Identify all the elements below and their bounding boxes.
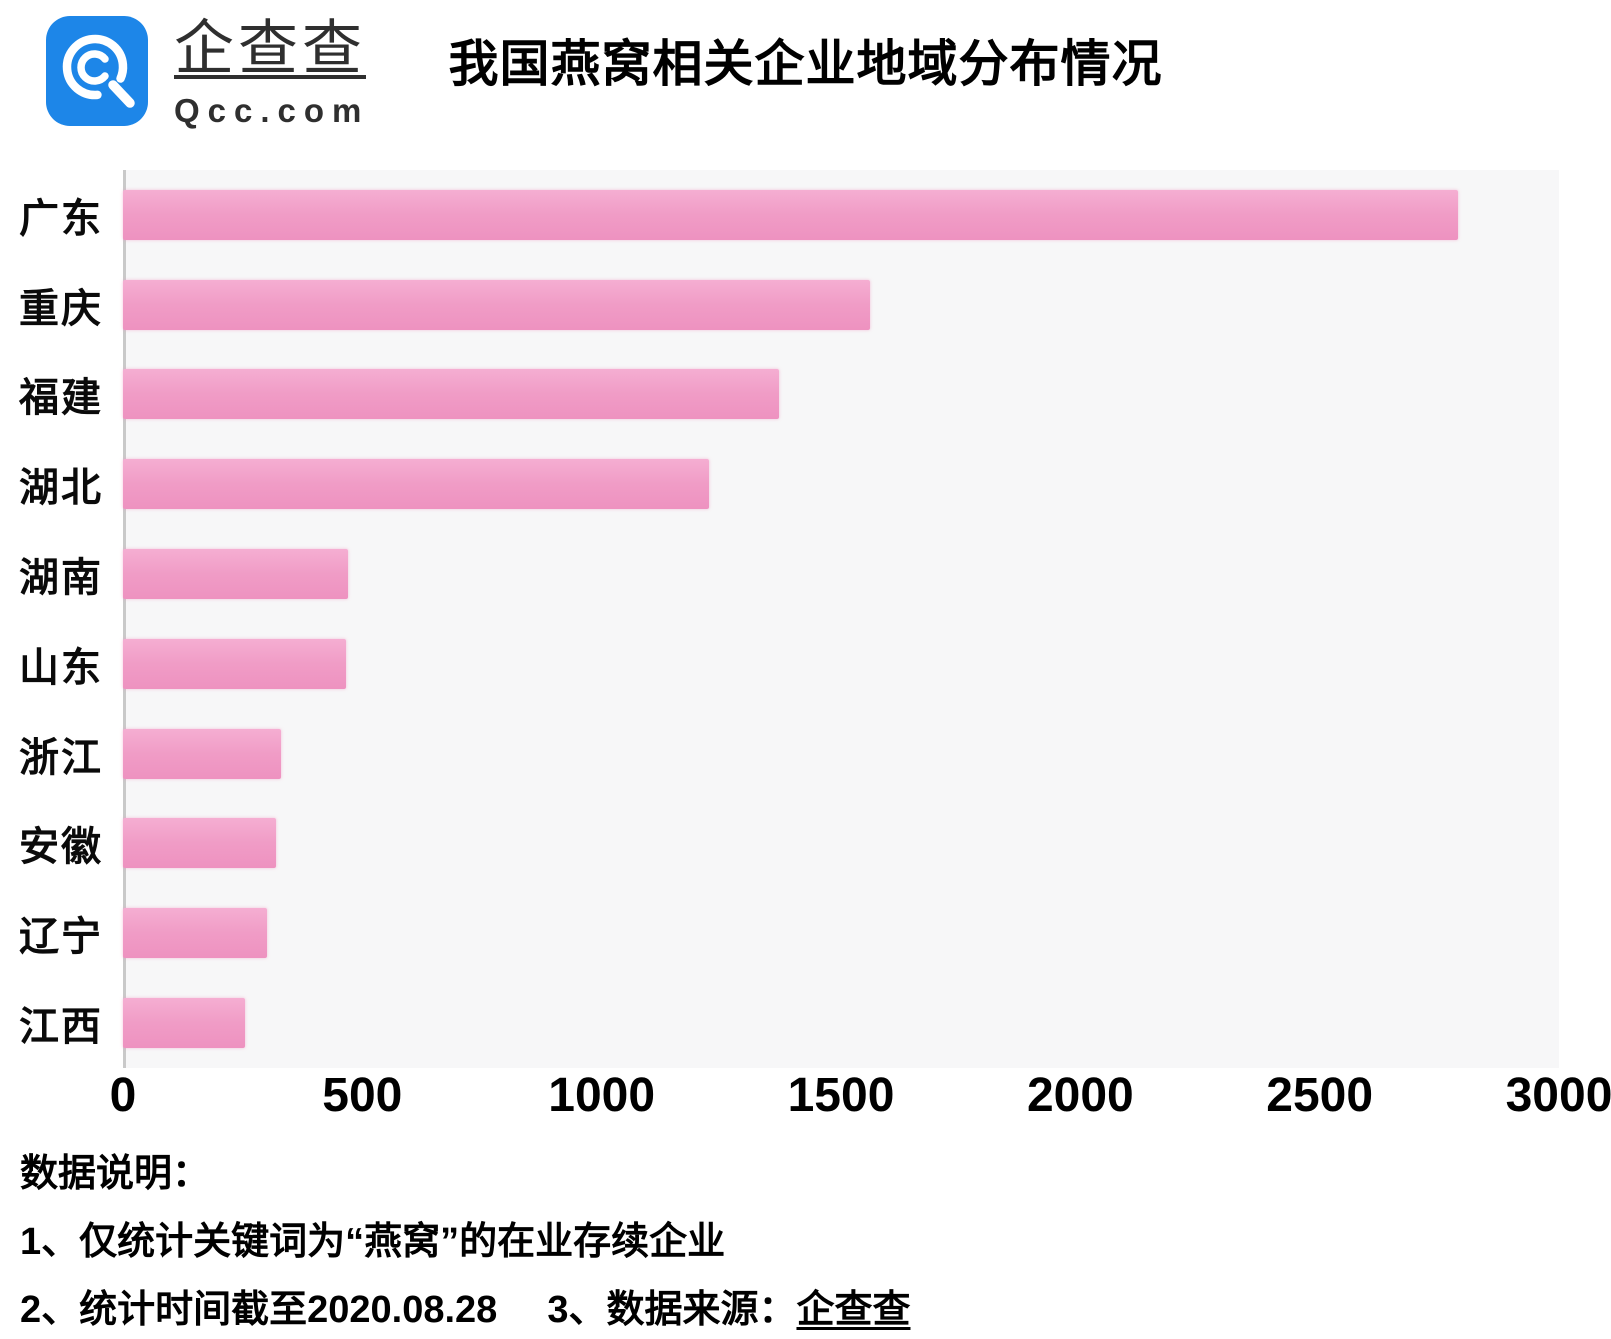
bar-track	[123, 908, 1559, 959]
bar	[123, 728, 281, 779]
x-axis-tick: 1000	[548, 1069, 656, 1122]
category-label: 湖南	[19, 556, 103, 601]
bar-row: 江西	[0, 978, 1559, 1068]
bar	[123, 908, 267, 959]
bar	[123, 549, 348, 600]
x-axis-tick: 1500	[787, 1069, 895, 1122]
bar	[123, 369, 779, 420]
bar-track	[123, 369, 1559, 420]
qcc-logo: 企查查 Qcc.com	[46, 16, 369, 130]
bar-track	[123, 279, 1559, 330]
bar-row: 辽宁	[0, 888, 1559, 978]
bar-track	[123, 728, 1559, 779]
footnote-3-label: 3、数据来源：	[547, 1289, 797, 1331]
bar-track	[123, 818, 1559, 869]
bar-row: 浙江	[0, 709, 1559, 799]
bar-row: 广东	[0, 170, 1559, 260]
x-axis-tick: 2500	[1266, 1069, 1374, 1122]
category-label: 湖北	[19, 466, 103, 511]
x-axis-tick: 2000	[1026, 1069, 1134, 1122]
bar-row: 湖北	[0, 439, 1559, 529]
brand-name-cn: 企查查	[174, 15, 366, 82]
bar-track	[123, 998, 1559, 1049]
footnote-heading: 数据说明：	[20, 1153, 211, 1195]
footnotes: 数据说明： 1、仅统计关键词为“燕窝”的在业存续企业 2、统计时间截至2020.…	[20, 1140, 1580, 1339]
bar	[123, 998, 246, 1049]
bar-row: 湖南	[0, 529, 1559, 619]
x-axis-tick: 500	[322, 1069, 403, 1122]
bar-row: 山东	[0, 619, 1559, 709]
bar	[123, 279, 870, 330]
bar-chart: 广东 重庆 福建 湖北 湖南 山东 浙江 安徽	[0, 170, 1559, 1068]
bar	[123, 189, 1459, 240]
x-axis: 0 500 1000 1500 2000 2500 3000	[110, 1069, 1611, 1142]
footnote-3-brand: 企查查	[796, 1289, 911, 1331]
x-axis-tick: 3000	[1505, 1069, 1611, 1122]
bar-row: 重庆	[0, 260, 1559, 350]
bar-track	[123, 638, 1559, 689]
footnote-2: 2、统计时间截至2020.08.28	[20, 1289, 498, 1331]
category-label: 浙江	[19, 735, 103, 780]
bar-row: 安徽	[0, 799, 1559, 889]
category-label: 福建	[19, 376, 103, 421]
bar	[123, 459, 710, 510]
footnote-2-3: 2、统计时间截至2020.08.28 3、数据来源：企查查	[20, 1276, 1580, 1339]
category-label: 辽宁	[19, 915, 103, 960]
category-label: 江西	[19, 1005, 103, 1050]
brand-domain: Qcc.com	[174, 92, 370, 129]
bar-track	[123, 189, 1559, 240]
category-label: 广东	[19, 196, 103, 241]
chart-title: 我国燕窝相关企业地域分布情况	[448, 36, 1163, 92]
category-label: 重庆	[19, 286, 103, 331]
bar-row: 福建	[0, 350, 1559, 440]
footnote-1: 1、仅统计关键词为“燕窝”的在业存续企业	[20, 1221, 726, 1263]
bar	[123, 638, 346, 689]
bar-track	[123, 459, 1559, 510]
bar-track	[123, 549, 1559, 600]
qcc-brand-text: 企查查 Qcc.com	[174, 16, 369, 130]
qcc-logo-icon	[46, 16, 148, 126]
category-label: 安徽	[19, 825, 103, 870]
x-axis-tick: 0	[109, 1069, 137, 1122]
category-label: 山东	[19, 645, 103, 690]
bar	[123, 818, 277, 869]
